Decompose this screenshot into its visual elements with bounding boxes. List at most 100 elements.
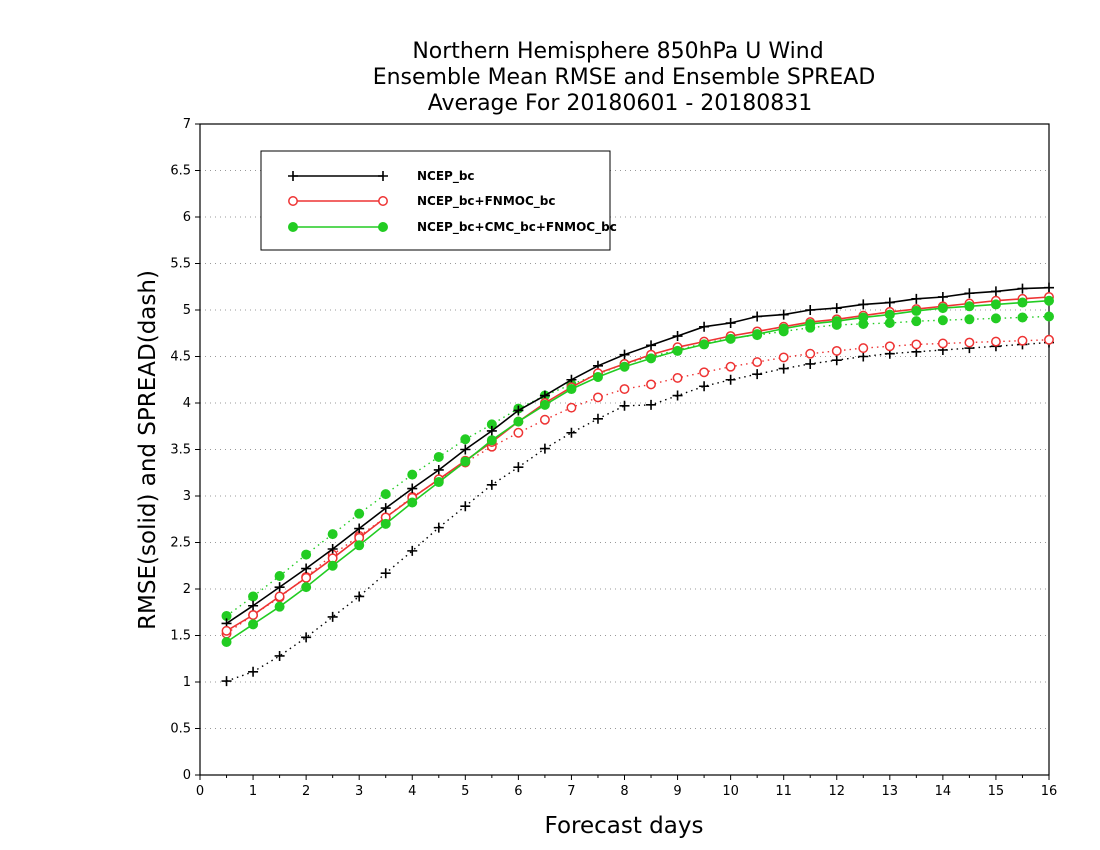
point-spread-4-26 bbox=[911, 339, 922, 350]
series-line-spread-5 bbox=[226, 315, 1050, 617]
point-spread-5-28 bbox=[964, 314, 975, 325]
point-spread-5-27 bbox=[937, 315, 948, 326]
point-rmse-2-17 bbox=[672, 345, 683, 356]
point-rmse-0-9 bbox=[460, 444, 471, 455]
legend-marker-left-2 bbox=[288, 222, 298, 232]
point-spread-5-9 bbox=[460, 434, 471, 445]
point-rmse-2-21 bbox=[778, 323, 789, 334]
point-spread-4-19 bbox=[725, 361, 736, 372]
series-line-rmse-2 bbox=[226, 299, 1050, 643]
point-spread-5-31 bbox=[1044, 311, 1054, 322]
legend-label-ncep-bc: NCEP_bc bbox=[417, 169, 475, 184]
point-spread-5-1 bbox=[248, 591, 259, 602]
x-axis-label: Forecast days bbox=[545, 813, 704, 839]
point-rmse-0-19 bbox=[725, 318, 736, 329]
y-tick-label-13: 6.5 bbox=[170, 164, 191, 179]
point-rmse-0-25 bbox=[884, 297, 895, 308]
point-spread-5-3 bbox=[301, 549, 312, 560]
point-rmse-0-2 bbox=[274, 582, 285, 593]
point-spread-3-0 bbox=[221, 676, 232, 687]
point-spread-4-22 bbox=[805, 348, 816, 359]
point-spread-5-8 bbox=[433, 451, 444, 462]
point-rmse-2-15 bbox=[619, 361, 630, 372]
x-tick-label-4: 4 bbox=[408, 784, 416, 799]
point-spread-3-13 bbox=[566, 427, 577, 438]
point-rmse-2-9 bbox=[460, 456, 471, 467]
x-tick-label-3: 3 bbox=[355, 784, 363, 799]
point-rmse-2-22 bbox=[805, 318, 816, 329]
legend-marker-right-1 bbox=[378, 196, 388, 206]
point-rmse-2-7 bbox=[407, 497, 418, 508]
point-rmse-2-18 bbox=[699, 339, 710, 350]
legend-label-ncep-cmc-fnmoc: NCEP_bc+CMC_bc+FNMOC_bc bbox=[417, 220, 617, 235]
y-tick-label-12: 6 bbox=[183, 210, 191, 225]
point-rmse-0-20 bbox=[752, 311, 763, 322]
point-spread-5-4 bbox=[327, 529, 338, 540]
legend-label-ncep-fnmoc: NCEP_bc+FNMOC_bc bbox=[417, 194, 556, 209]
point-rmse-2-14 bbox=[592, 371, 603, 382]
point-spread-4-17 bbox=[672, 372, 683, 383]
point-rmse-2-19 bbox=[725, 333, 736, 344]
y-tick-label-3: 1.5 bbox=[170, 629, 191, 644]
legend-marker-right-0 bbox=[378, 171, 388, 181]
x-tick-label-6: 6 bbox=[514, 784, 522, 799]
series-line-spread-3 bbox=[226, 341, 1050, 682]
point-spread-5-29 bbox=[990, 313, 1001, 324]
point-spread-3-16 bbox=[646, 399, 657, 410]
point-spread-3-12 bbox=[539, 443, 550, 454]
x-tick-label-10: 10 bbox=[722, 784, 739, 799]
y-tick-label-5: 2.5 bbox=[170, 536, 191, 551]
y-tick-label-6: 3 bbox=[183, 489, 191, 504]
point-spread-3-20 bbox=[752, 369, 763, 380]
gridlines bbox=[200, 170, 1049, 729]
point-spread-3-21 bbox=[778, 363, 789, 374]
point-rmse-2-30 bbox=[1017, 297, 1028, 308]
x-axis: 0 1 2 3 4 5 6 7 8 9 10 11 12 13 14 15 16 bbox=[196, 775, 1057, 799]
point-spread-4-25 bbox=[884, 341, 895, 352]
point-spread-4-27 bbox=[937, 338, 948, 349]
point-spread-3-6 bbox=[380, 568, 391, 579]
y-tick-label-14: 7 bbox=[183, 117, 191, 132]
x-tick-label-16: 16 bbox=[1041, 784, 1058, 799]
point-rmse-0-5 bbox=[354, 523, 365, 534]
point-rmse-2-12 bbox=[539, 399, 550, 410]
point-rmse-0-1 bbox=[248, 600, 259, 611]
point-rmse-0-3 bbox=[301, 563, 312, 574]
point-spread-3-11 bbox=[513, 462, 524, 473]
point-spread-3-1 bbox=[248, 666, 259, 677]
point-rmse-2-23 bbox=[831, 316, 842, 327]
point-rmse-0-11 bbox=[513, 405, 524, 416]
point-spread-3-4 bbox=[327, 611, 338, 622]
point-spread-3-8 bbox=[433, 522, 444, 533]
series-spread-4 bbox=[221, 334, 1054, 639]
legend: NCEP_bc NCEP_bc+FNMOC_bc NCEP_bc+CMC_bc+… bbox=[260, 150, 617, 251]
point-rmse-2-6 bbox=[380, 518, 391, 529]
point-spread-3-9 bbox=[460, 501, 471, 512]
point-rmse-0-18 bbox=[699, 321, 710, 332]
point-spread-3-24 bbox=[858, 351, 869, 362]
point-spread-4-23 bbox=[831, 345, 842, 356]
point-spread-3-14 bbox=[592, 413, 603, 424]
point-rmse-2-24 bbox=[858, 312, 869, 323]
point-spread-5-2 bbox=[274, 570, 285, 581]
point-spread-3-17 bbox=[672, 390, 683, 401]
point-rmse-2-1 bbox=[248, 619, 259, 630]
point-rmse-0-28 bbox=[964, 288, 975, 299]
point-rmse-2-25 bbox=[884, 309, 895, 320]
point-spread-3-3 bbox=[301, 632, 312, 643]
x-tick-label-5: 5 bbox=[461, 784, 469, 799]
y-tick-label-7: 3.5 bbox=[170, 443, 191, 458]
series-rmse-2 bbox=[221, 295, 1054, 648]
point-spread-3-19 bbox=[725, 374, 736, 385]
point-rmse-2-4 bbox=[327, 560, 338, 571]
point-rmse-0-30 bbox=[1017, 283, 1028, 294]
x-tick-label-7: 7 bbox=[567, 784, 575, 799]
point-spread-3-18 bbox=[699, 381, 710, 392]
series-spread-5 bbox=[221, 311, 1054, 621]
point-rmse-0-6 bbox=[380, 503, 391, 514]
point-spread-4-21 bbox=[778, 352, 789, 363]
point-spread-4-30 bbox=[1017, 335, 1028, 346]
x-tick-label-13: 13 bbox=[882, 784, 899, 799]
point-rmse-0-31 bbox=[1044, 282, 1054, 293]
